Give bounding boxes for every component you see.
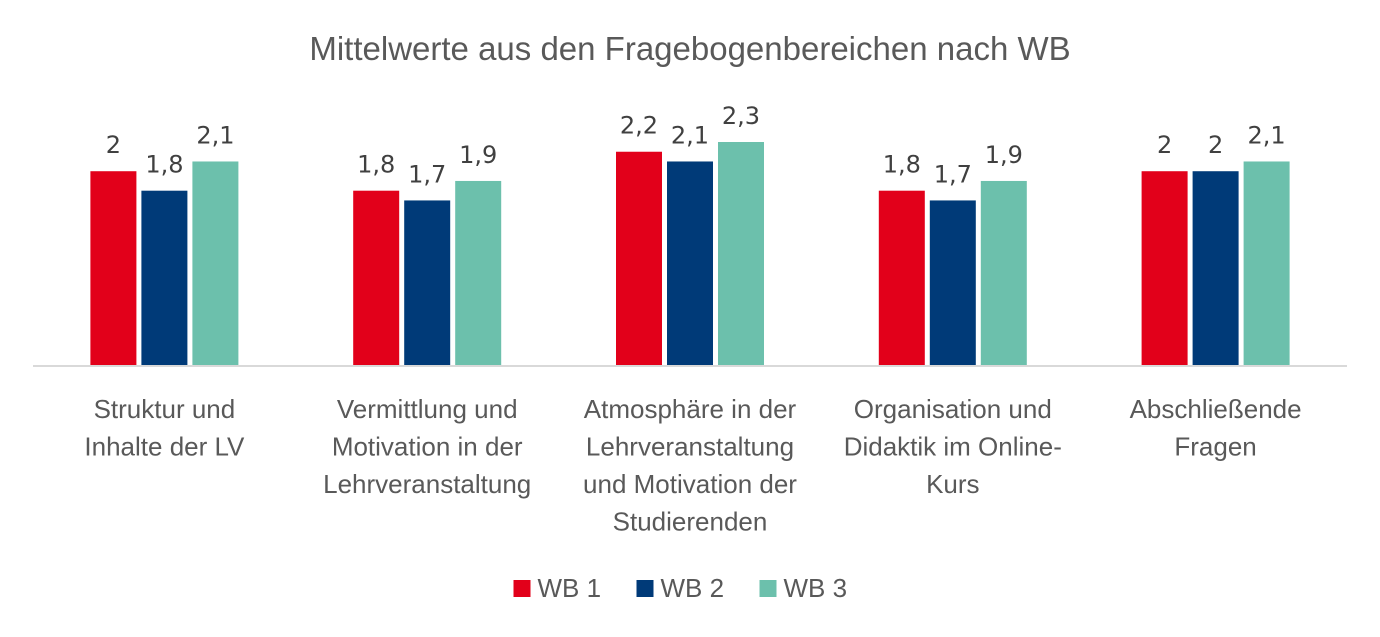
category-labels-layer: Struktur und Inhalte der LV Vermittlung un… — [84, 394, 1301, 537]
data-label-wb2-cat1: 1,8 — [145, 151, 183, 179]
bar-wb3-cat2 — [455, 180, 502, 366]
legend-swatch-wb2 — [636, 580, 654, 597]
category-label-2: Lehrveranstaltung — [323, 469, 531, 499]
category-label-2: Vermittlung und — [337, 394, 518, 424]
category-label-3: Lehrveranstaltung — [586, 432, 794, 462]
category-label-1: Struktur und — [94, 394, 236, 424]
bar-wb1-cat1 — [90, 171, 137, 366]
data-label-wb2-cat3: 2,1 — [671, 121, 709, 149]
legend: WB 1 WB 2 WB 3 — [513, 573, 848, 603]
legend-label-wb3: WB 3 — [784, 573, 848, 603]
data-label-wb2-cat5: 2 — [1208, 131, 1223, 159]
bar-wb1-cat3 — [616, 151, 662, 366]
bar-wb2-cat5 — [1192, 171, 1239, 366]
data-label-wb3-cat3: 2,3 — [722, 102, 760, 130]
bar-wb3-cat1 — [192, 161, 239, 366]
data-label-wb1-cat3: 2,2 — [620, 112, 658, 140]
data-label-wb3-cat2: 1,9 — [459, 141, 497, 169]
bar-wb2-cat2 — [404, 200, 451, 366]
bar-wb2-cat4 — [929, 200, 976, 366]
legend-label-wb2: WB 2 — [661, 573, 725, 603]
category-label-4: Organisation und — [854, 394, 1052, 424]
data-label-wb3-cat4: 1,9 — [985, 141, 1023, 169]
legend-swatch-wb1 — [513, 580, 531, 597]
data-label-wb1-cat5: 2 — [1157, 131, 1172, 159]
bar-wb3-cat4 — [980, 180, 1027, 366]
category-label-5: Abschließende — [1130, 394, 1302, 424]
data-label-wb2-cat4: 1,7 — [934, 160, 972, 188]
legend-label-wb1: WB 1 — [538, 573, 602, 603]
category-label-4: Didaktik im Online- — [844, 432, 1062, 462]
data-label-wb2-cat2: 1,7 — [408, 160, 446, 188]
bar-wb3-cat5 — [1243, 161, 1290, 366]
bar-wb2-cat1 — [141, 190, 188, 366]
data-label-wb1-cat1: 2 — [106, 131, 121, 159]
data-labels-layer: 2 1,8 2,1 1,8 1,7 1,9 2,2 2,1 2,3 1,8 1,7 1,9 2 2 2,1 — [106, 102, 1286, 188]
data-label-wb3-cat1: 2,1 — [196, 121, 234, 149]
bars-layer — [90, 142, 1290, 366]
category-label-4: Kurs — [926, 469, 979, 499]
data-label-wb3-cat5: 2,1 — [1248, 121, 1286, 149]
data-label-wb1-cat2: 1,8 — [357, 151, 395, 179]
data-label-wb1-cat4: 1,8 — [883, 151, 921, 179]
category-label-5: Fragen — [1174, 432, 1256, 462]
bar-wb1-cat4 — [878, 190, 925, 366]
bar-wb3-cat3 — [718, 142, 764, 366]
category-label-3: und Motivation der — [583, 469, 797, 499]
chart-title: Mittelwerte aus den Fragebogenbereichen … — [309, 30, 1070, 67]
category-label-1: Inhalte der LV — [84, 432, 245, 462]
legend-swatch-wb3 — [759, 580, 777, 597]
category-label-3: Atmosphäre in der — [584, 394, 797, 424]
bar-wb1-cat5 — [1141, 171, 1188, 366]
category-label-3: Studierenden — [613, 507, 768, 537]
bar-wb2-cat3 — [667, 161, 713, 366]
bar-wb1-cat2 — [353, 190, 400, 366]
category-label-2: Motivation in der — [332, 432, 523, 462]
